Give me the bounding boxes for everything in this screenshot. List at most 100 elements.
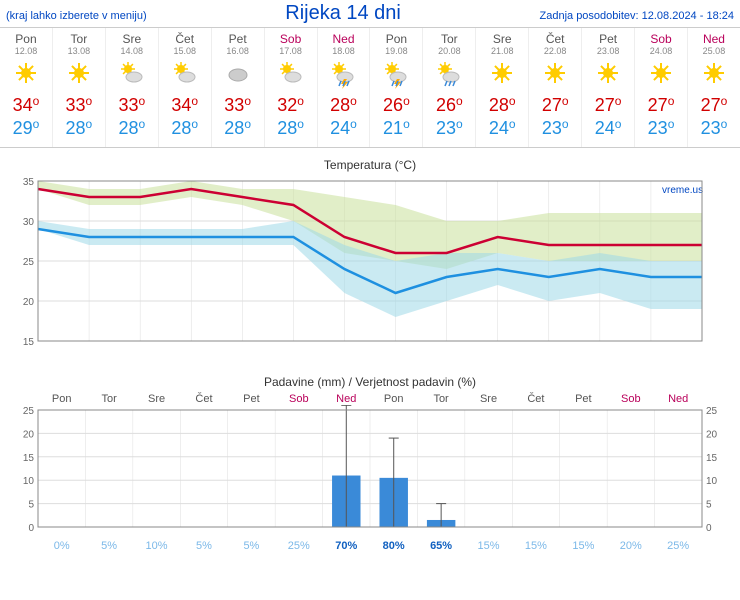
day-name: Pet [582,32,634,46]
precip-chart-title: Padavine (mm) / Verjetnost padavin (%) [8,375,732,389]
day-col[interactable]: Pet 23.08 27o 24o [582,28,635,147]
day-name: Ned [318,32,370,46]
precip-percent: 20% [607,540,654,552]
day-name: Pet [212,32,264,46]
temp-low: 28o [212,117,264,140]
day-col[interactable]: Sob 24.08 27o 23o [635,28,688,147]
svg-text:20: 20 [23,429,35,440]
temp-high: 26o [423,94,475,117]
day-name: Čet [159,32,211,46]
day-col[interactable]: Sre 14.08 33o 28o [106,28,159,147]
page-title: Rijeka 14 dni [285,2,401,25]
temp-high: 27o [688,94,740,117]
day-name: Sob [635,32,687,46]
precip-percent: 65% [417,540,464,552]
weather-icon [529,60,581,90]
temp-low: 23o [688,117,740,140]
temp-high: 33o [53,94,105,117]
last-update: Zadnja posodobitev: 12.08.2024 - 18:24 [540,10,734,22]
precip-percent: 5% [228,540,275,552]
day-name: Sre [106,32,158,46]
temp-low: 23o [635,117,687,140]
temp-low: 24o [318,117,370,140]
day-col[interactable]: Sob 17.08 32o 28o [265,28,318,147]
day-col[interactable]: Sre 21.08 28o 24o [476,28,529,147]
svg-text:15: 15 [23,453,35,464]
day-date: 20.08 [423,46,475,56]
day-col[interactable]: Pon 19.08 26o 21o [370,28,423,147]
day-col[interactable]: Pon 12.08 34o 29o [0,28,53,147]
precip-percent-row: 0%5%10%5%5%25%70%80%65%15%15%15%20%25% [8,540,732,552]
day-date: 14.08 [106,46,158,56]
svg-text:25: 25 [23,257,35,268]
precip-chart-section: Padavine (mm) / Verjetnost padavin (%) P… [0,365,740,556]
temp-high: 33o [212,94,264,117]
temp-low: 28o [159,117,211,140]
temperature-chart: 1520253035vreme.us [8,176,732,356]
svg-text:20: 20 [706,429,718,440]
svg-text:30: 30 [23,217,35,228]
menu-hint[interactable]: (kraj lahko izberete v meniju) [6,10,147,22]
day-date: 23.08 [582,46,634,56]
temp-high: 28o [476,94,528,117]
temp-low: 24o [582,117,634,140]
day-col[interactable]: Tor 20.08 26o 23o [423,28,476,147]
precip-day-label: Ned [654,393,701,405]
weather-icon [688,60,740,90]
day-col[interactable]: Pet 16.08 33o 28o [212,28,265,147]
weather-icon [159,60,211,90]
weather-icon [53,60,105,90]
precip-percent: 15% [560,540,607,552]
temp-high: 34o [159,94,211,117]
temp-low: 28o [53,117,105,140]
svg-text:0: 0 [706,523,712,534]
day-date: 15.08 [159,46,211,56]
temp-low: 24o [476,117,528,140]
day-col[interactable]: Tor 13.08 33o 28o [53,28,106,147]
precip-day-label: Pon [38,393,85,405]
precip-day-label: Čet [512,393,559,405]
svg-text:10: 10 [23,476,35,487]
weather-icon [635,60,687,90]
weather-icon [582,60,634,90]
day-date: 19.08 [370,46,422,56]
precip-day-label: Pon [370,393,417,405]
day-name: Tor [423,32,475,46]
day-name: Pon [370,32,422,46]
day-col[interactable]: Čet 15.08 34o 28o [159,28,212,147]
day-name: Ned [688,32,740,46]
temp-high: 27o [529,94,581,117]
temperature-chart-section: Temperatura (°C) 1520253035vreme.us [0,148,740,365]
temp-high: 27o [582,94,634,117]
day-col[interactable]: Ned 25.08 27o 23o [688,28,740,147]
day-col[interactable]: Ned 18.08 28o 24o [318,28,371,147]
precip-percent: 25% [654,540,701,552]
forecast-strip: Pon 12.08 34o 29oTor 13.08 33o 28oSre 14… [0,28,740,148]
svg-text:15: 15 [23,337,35,348]
day-date: 12.08 [0,46,52,56]
weather-icon [476,60,528,90]
precip-day-label: Sre [465,393,512,405]
precip-day-label: Ned [323,393,370,405]
temp-high: 33o [106,94,158,117]
weather-icon [318,60,370,90]
precip-day-label: Sre [133,393,180,405]
svg-text:5: 5 [28,499,34,510]
day-date: 17.08 [265,46,317,56]
svg-text:25: 25 [23,406,35,417]
temp-low: 28o [106,117,158,140]
svg-text:vreme.us: vreme.us [662,185,703,196]
precip-percent: 70% [323,540,370,552]
precip-percent: 5% [85,540,132,552]
weather-icon [265,60,317,90]
temp-chart-title: Temperatura (°C) [8,158,732,172]
weather-icon [0,60,52,90]
precip-day-label: Sob [275,393,322,405]
day-col[interactable]: Čet 22.08 27o 23o [529,28,582,147]
svg-text:25: 25 [706,406,718,417]
precipitation-chart: 00551010151520202525 [8,405,732,535]
day-name: Pon [0,32,52,46]
weather-icon [212,60,264,90]
temp-low: 23o [529,117,581,140]
precip-percent: 5% [180,540,227,552]
